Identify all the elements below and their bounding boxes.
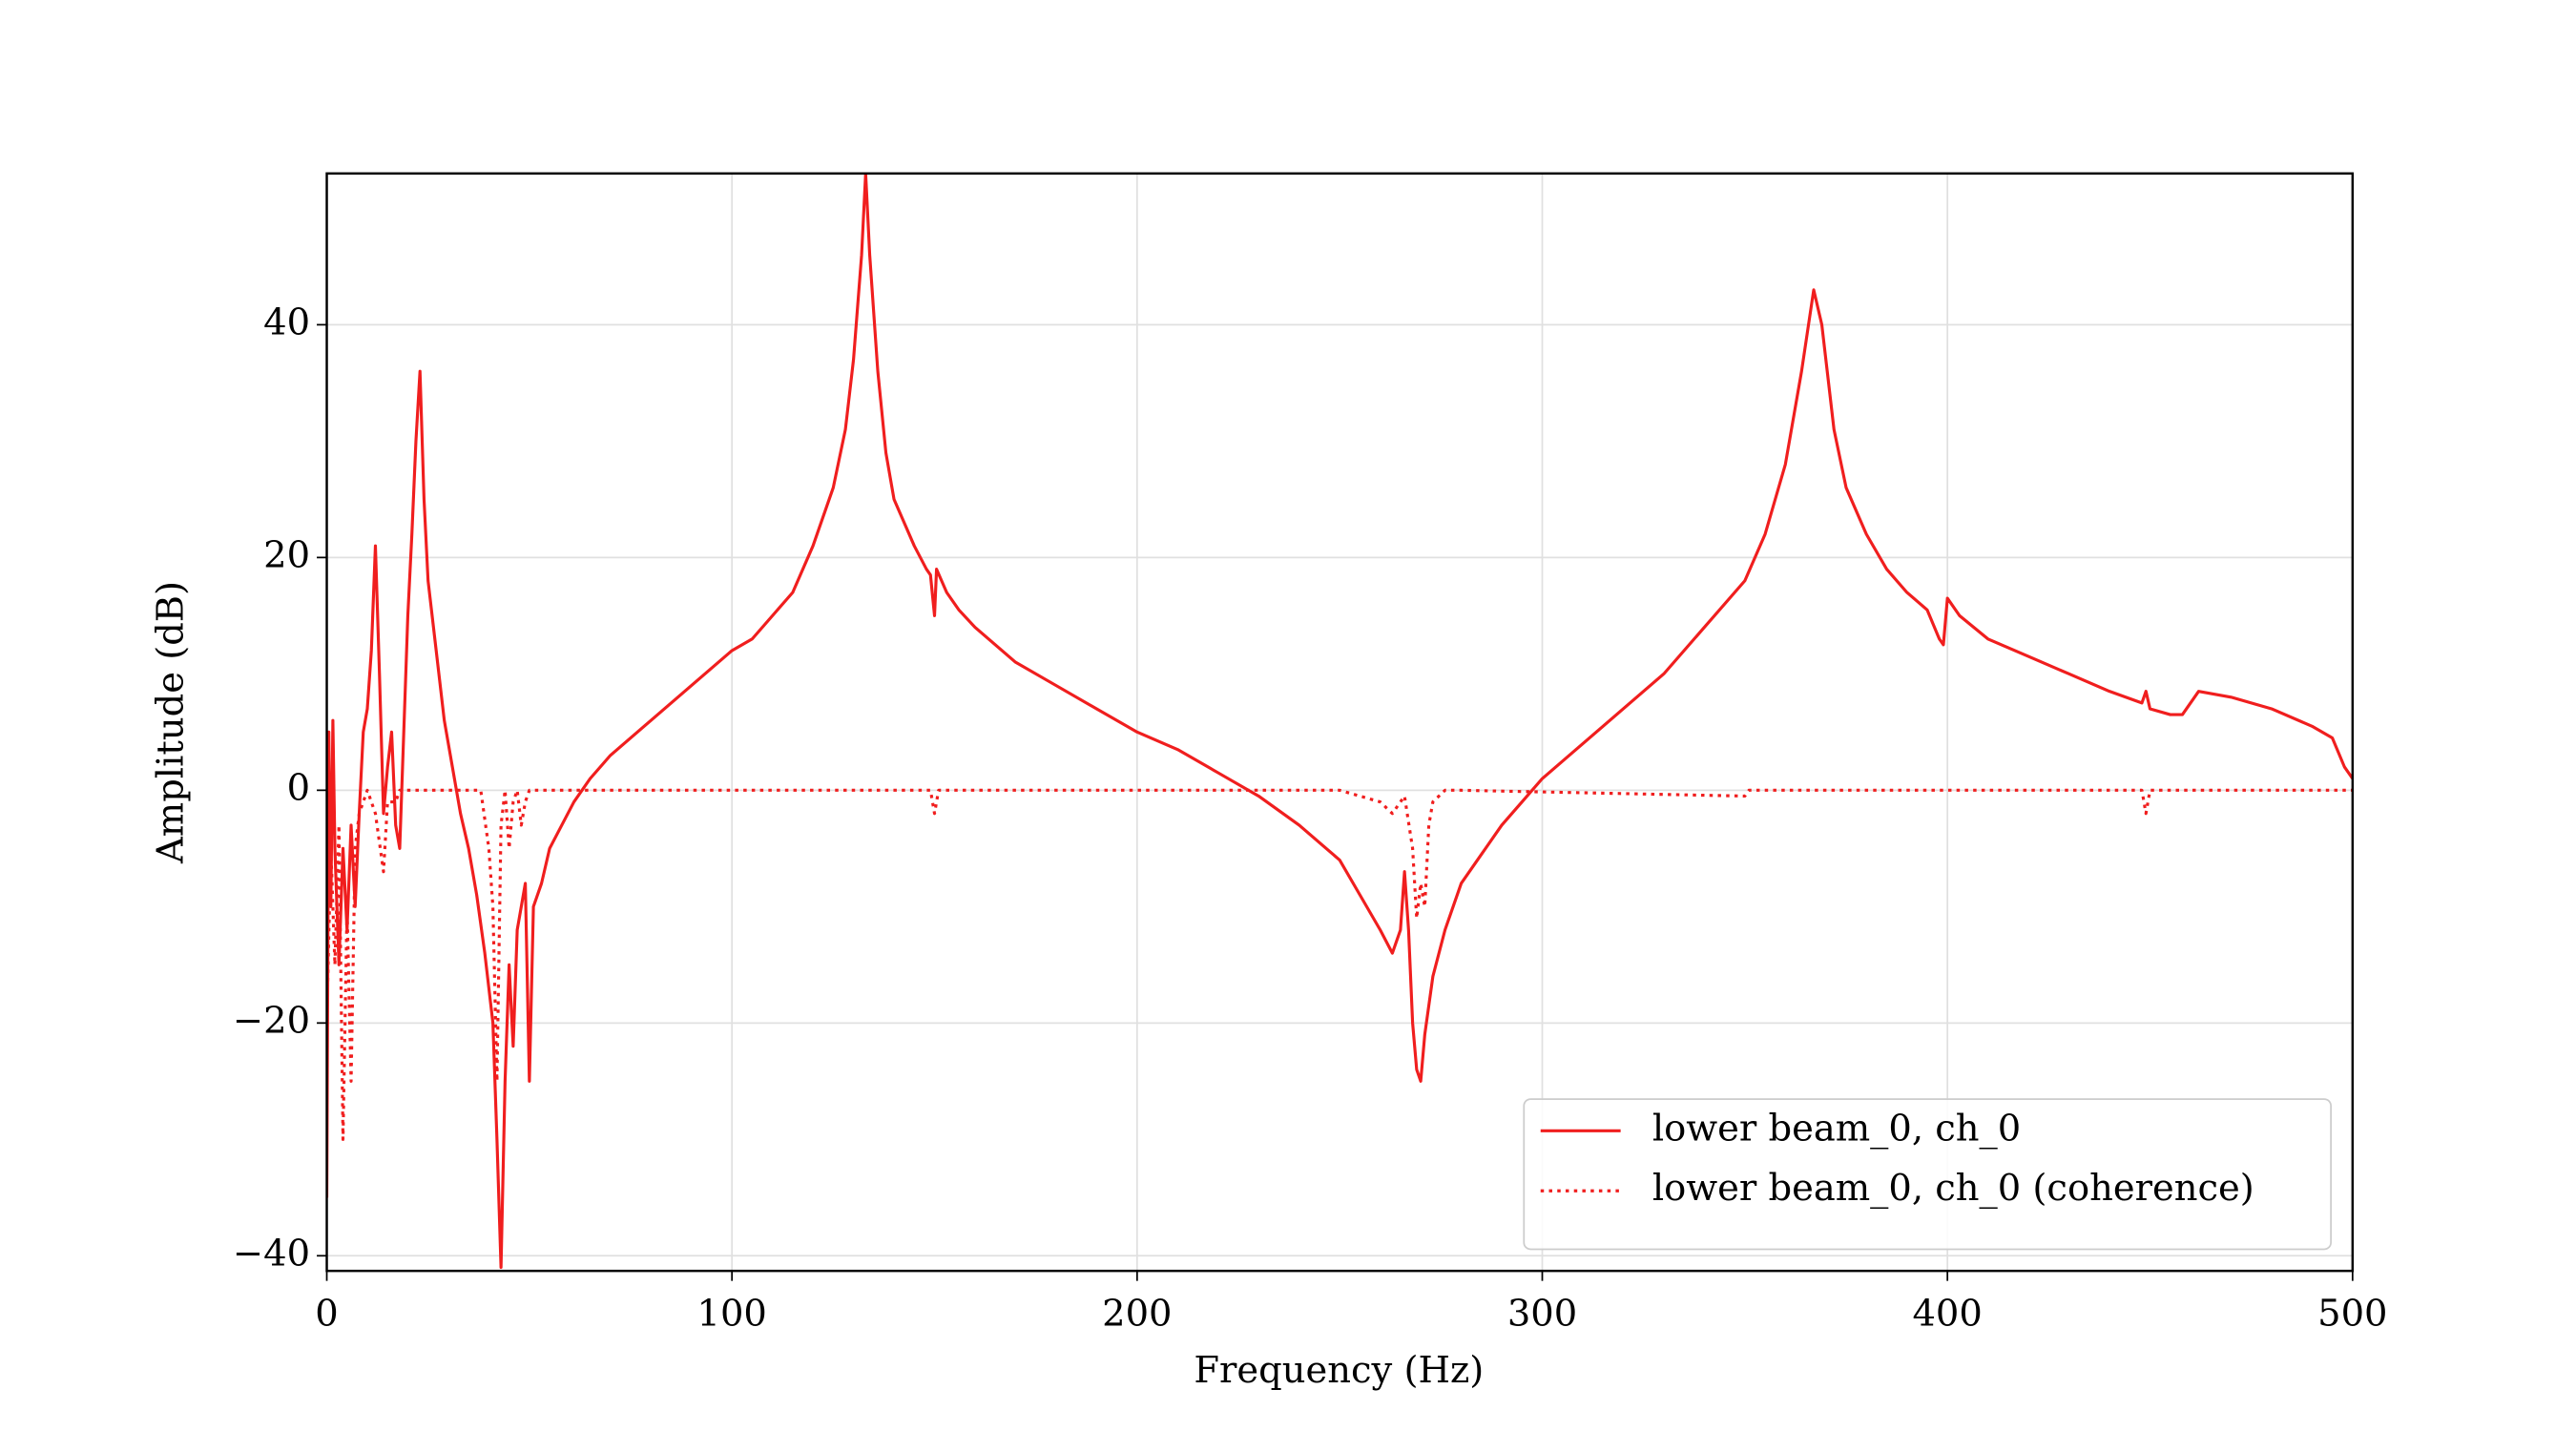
x-tick-label: 500: [2317, 1292, 2387, 1335]
x-tick-label: 200: [1102, 1292, 1172, 1335]
legend-box: [1523, 1098, 2332, 1251]
legend-label: lower beam_0, ch_0: [1652, 1107, 2021, 1150]
y-tick-label: 40: [263, 301, 310, 343]
plot-frame: [325, 172, 2355, 1273]
x-tick-label: 300: [1507, 1292, 1577, 1335]
y-tick-label: 20: [263, 533, 310, 576]
x-tick-label: 0: [315, 1292, 338, 1335]
legend-label: lower beam_0, ch_0 (coherence): [1652, 1167, 2254, 1210]
y-tick-label: 0: [287, 766, 310, 809]
x-tick-label: 100: [697, 1292, 767, 1335]
x-axis-label: Frequency (Hz): [1194, 1349, 1484, 1392]
series-line: [326, 788, 2353, 1141]
x-tick-label: 400: [1912, 1292, 1982, 1335]
series-line: [326, 173, 2353, 1270]
y-tick-label: −20: [233, 999, 310, 1042]
y-axis-label: Amplitude (dB): [150, 581, 193, 864]
y-tick-label: −40: [233, 1232, 310, 1275]
